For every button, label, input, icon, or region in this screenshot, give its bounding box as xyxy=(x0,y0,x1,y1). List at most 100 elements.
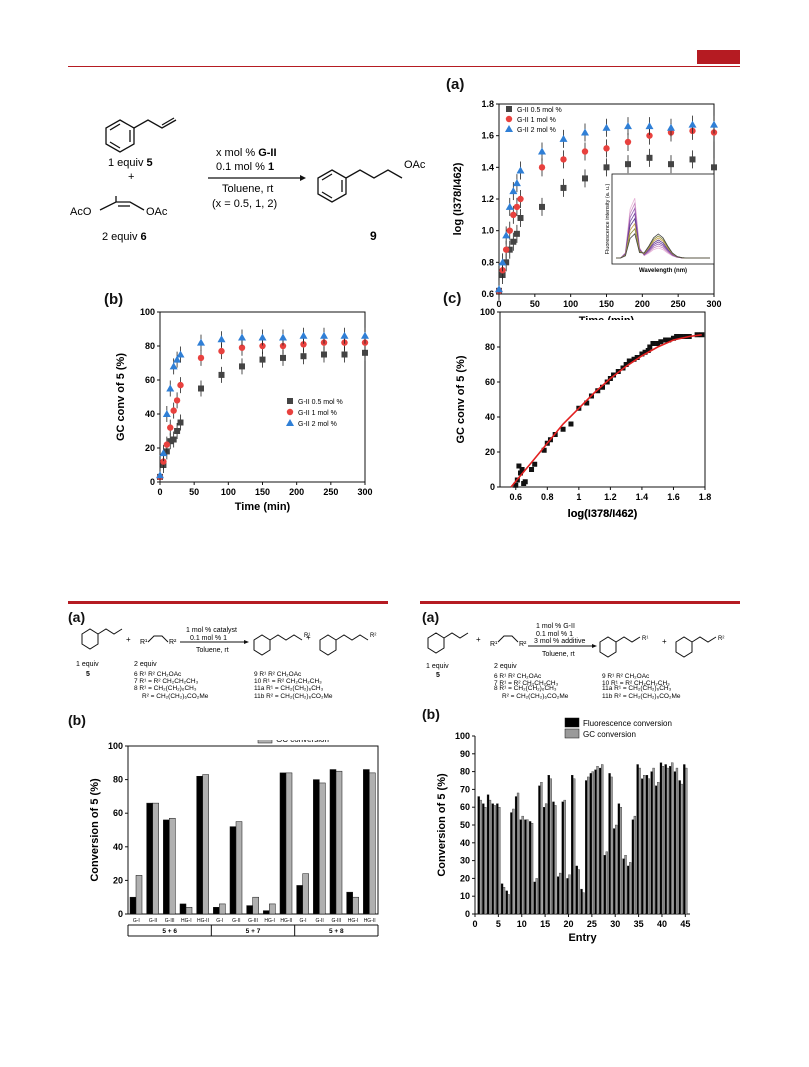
bar xyxy=(179,903,187,915)
svg-text:R²: R² xyxy=(370,633,376,639)
legend-label: G-II 0.5 mol % xyxy=(298,399,343,406)
bar xyxy=(647,778,651,915)
y-tick-label: 80 xyxy=(145,341,155,351)
legend-label: G-II 2 mol % xyxy=(298,421,337,428)
legend-swatch xyxy=(257,740,273,744)
x-tick-label: 1.8 xyxy=(699,492,712,502)
svg-text:10 R¹ = R² CH₂CH₂CH₃: 10 R¹ = R² CH₂CH₂CH₃ xyxy=(602,680,670,687)
data-point xyxy=(156,471,164,479)
bar xyxy=(603,855,607,915)
svg-text:R²: R² xyxy=(718,636,724,642)
panel-c-label: (c) xyxy=(443,290,462,307)
section-rule-right xyxy=(420,601,740,604)
data-point xyxy=(512,179,521,187)
svg-text:5: 5 xyxy=(86,671,90,678)
bar xyxy=(533,881,536,915)
y-tick-label: 100 xyxy=(108,741,123,751)
y-tick-label: 50 xyxy=(460,820,470,830)
data-point xyxy=(177,419,184,426)
bar xyxy=(519,819,522,915)
svg-text:3 mol % additive: 3 mol % additive xyxy=(534,638,585,645)
bar xyxy=(641,778,644,915)
chart-a-log-ratio-vs-time: 0 50 100 150 200 250 300 0.6 0.8 1.0 1.2 1.4 1.6 1.8 T… xyxy=(452,99,722,320)
bar xyxy=(252,896,259,915)
bar xyxy=(246,905,253,915)
data-point xyxy=(361,331,369,339)
x-tick-label: 35 xyxy=(634,919,644,929)
y-tick-label: 1.0 xyxy=(481,226,494,236)
x-tick-label: G-II xyxy=(232,918,240,924)
data-point xyxy=(513,482,519,488)
x-axis-label: log(I378/I462) xyxy=(568,508,638,520)
y-tick-label: 0.6 xyxy=(481,289,494,299)
y-tick-label: 20 xyxy=(485,447,495,457)
x-tick-label: G-II xyxy=(315,918,323,924)
bar xyxy=(263,910,270,915)
bar xyxy=(235,821,243,915)
x-tick-label: 40 xyxy=(657,919,667,929)
x-tick-label: HG-I xyxy=(264,918,275,924)
y-tick-label: 1.2 xyxy=(481,194,494,204)
header-accent-block xyxy=(697,50,740,64)
x-tick-label: G-II xyxy=(149,918,157,924)
svg-text:+: + xyxy=(306,633,311,642)
bar xyxy=(661,766,665,915)
x-tick-label: HG-II xyxy=(364,918,376,924)
svg-text:2 equiv 6: 2 equiv 6 xyxy=(102,231,147,243)
legend-marker xyxy=(286,419,294,426)
legend-label: G-II 0.5 mol % xyxy=(517,107,562,114)
product-9-structure xyxy=(317,169,403,203)
bar xyxy=(601,764,604,915)
data-point xyxy=(624,122,632,130)
data-point xyxy=(160,458,167,465)
data-point xyxy=(711,164,717,171)
data-point xyxy=(197,338,205,346)
bar xyxy=(671,762,674,915)
data-point xyxy=(667,123,675,131)
chart-c-gc-conv-vs-log-ratio: 0.6 0.8 1 1.2 1.4 1.6 1.8 0 20 40 60 80 100 log(I378/… xyxy=(455,307,712,520)
svg-text:8 R¹ = CH₂(CH₂)₆CH₃: 8 R¹ = CH₂(CH₂)₆CH₃ xyxy=(494,685,557,692)
bl-scheme-subs: 8 R¹ = CH₂(CH₂)₆CH₃ R² = CH₂(CH₂)₆CO₂Me … xyxy=(134,685,333,700)
data-point xyxy=(560,156,567,163)
panel-a-label: (a) xyxy=(446,76,465,93)
y-tick-label: 80 xyxy=(113,775,123,785)
bar xyxy=(542,807,546,915)
data-point xyxy=(513,203,521,211)
bar xyxy=(502,887,506,915)
svg-text:+: + xyxy=(662,637,667,646)
svg-text:1 equiv: 1 equiv xyxy=(76,661,99,668)
bar xyxy=(535,878,538,915)
data-point xyxy=(238,333,246,341)
svg-text:10 R¹ = R² CH₂CH₂CH₃: 10 R¹ = R² CH₂CH₂CH₃ xyxy=(254,678,322,685)
x-axis-label: Entry xyxy=(568,932,597,944)
bar xyxy=(633,815,637,915)
data-point xyxy=(167,438,174,445)
data-point xyxy=(299,331,308,339)
data-point xyxy=(239,363,245,370)
data-point xyxy=(670,335,676,341)
bl-a-label: (a) xyxy=(68,609,86,625)
chart-bl-conversion-by-catalyst: 0 20 40 60 80 100 Conversion of 5 (%) G-I G-II G-… xyxy=(89,740,379,937)
bar xyxy=(313,779,320,915)
data-point xyxy=(710,120,718,128)
svg-text:11b R² = CH₂(CH₂)₆CO₂Me: 11b R² = CH₂(CH₂)₆CO₂Me xyxy=(254,693,333,700)
svg-text:2 equiv: 2 equiv xyxy=(494,663,517,670)
data-point xyxy=(509,187,518,195)
data-point xyxy=(197,354,205,362)
bar xyxy=(619,807,623,915)
x-tick-label: 100 xyxy=(221,487,236,497)
svg-text:9: 9 xyxy=(370,229,377,243)
data-point xyxy=(584,400,590,406)
x-tick-label: 0 xyxy=(472,919,477,929)
bl-b-label: (b) xyxy=(68,712,86,728)
data-point xyxy=(159,449,168,457)
data-point xyxy=(218,371,225,378)
bar xyxy=(169,817,176,915)
x-tick-label: HG-I xyxy=(348,918,359,924)
svg-text:7 R¹ = R² CH₂CH₂CH₃: 7 R¹ = R² CH₂CH₂CH₃ xyxy=(494,680,559,687)
legend-label: G-II 1 mol % xyxy=(517,117,556,124)
bar xyxy=(279,772,287,915)
x-tick-label: 150 xyxy=(255,487,270,497)
data-point xyxy=(258,333,267,341)
data-point xyxy=(611,372,617,378)
